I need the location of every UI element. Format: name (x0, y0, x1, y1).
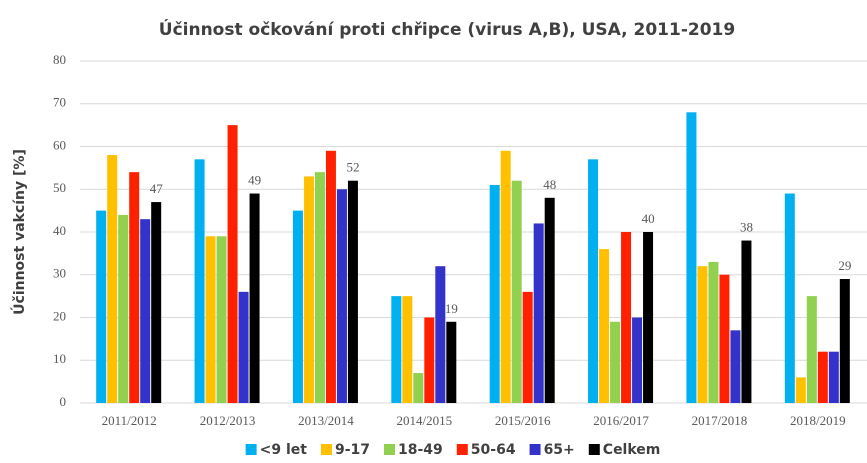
data-label: 40 (642, 211, 655, 226)
y-tick-label: 40 (53, 223, 66, 238)
data-label: 29 (838, 258, 851, 273)
bar (697, 266, 708, 403)
bar (96, 210, 107, 403)
y-tick-label: 70 (53, 95, 66, 110)
bar (413, 373, 424, 403)
x-tick-label: 2015/2016 (495, 413, 551, 428)
bar (446, 321, 457, 403)
bar (686, 112, 697, 404)
bar (806, 296, 817, 403)
x-tick-label: 2018/2019 (790, 413, 846, 428)
legend-label: 50-64 (471, 442, 516, 458)
data-label: 49 (248, 173, 261, 188)
y-tick-label: 50 (53, 180, 66, 195)
x-tick-label: 2016/2017 (593, 413, 649, 428)
bar (140, 219, 151, 403)
bar (730, 330, 741, 403)
bar (828, 351, 839, 403)
bar (347, 180, 358, 403)
bar (489, 184, 500, 403)
legend-swatch (320, 444, 332, 455)
bar (708, 261, 719, 403)
bar (544, 197, 555, 403)
x-tick-label: 2012/2013 (200, 413, 256, 428)
bar (511, 180, 522, 403)
bar (107, 155, 118, 403)
bar (325, 150, 336, 403)
x-tick-label: 2013/2014 (298, 413, 354, 428)
bar (216, 236, 227, 403)
bar (238, 291, 249, 403)
bar (303, 176, 314, 403)
bar (839, 279, 850, 403)
y-tick-label: 0 (60, 394, 67, 409)
legend-swatch (529, 444, 541, 455)
bar (391, 296, 402, 403)
bar (205, 236, 216, 403)
bar (632, 317, 643, 403)
bar (227, 125, 238, 403)
y-tick-label: 80 (53, 52, 66, 67)
data-label: 38 (740, 220, 753, 235)
chart-title: Účinnost očkování proti chřipce (virus A… (159, 18, 735, 40)
y-tick-label: 20 (53, 308, 66, 323)
bar (784, 193, 795, 403)
bar (533, 223, 544, 403)
bar (151, 202, 162, 403)
bar (610, 321, 621, 403)
legend-label: 9-17 (335, 442, 370, 458)
bar (500, 150, 511, 403)
data-label: 52 (346, 160, 359, 175)
bar (129, 172, 140, 403)
data-label: 48 (543, 177, 556, 192)
bar (588, 159, 599, 403)
y-tick-label: 60 (53, 137, 66, 152)
legend-label: 18-49 (398, 442, 443, 458)
bar (402, 296, 413, 403)
bar (522, 291, 533, 403)
bar (621, 232, 632, 403)
y-axis-label: Účinnost vakcíny [%] (10, 149, 28, 315)
legend-swatch (588, 444, 600, 455)
bar (817, 351, 828, 403)
data-label: 47 (150, 181, 164, 196)
bar (118, 214, 129, 403)
legend: <9 let 9-17 18-49 50-64 65+ Celkem (245, 442, 661, 458)
x-tick-label: 2014/2015 (397, 413, 453, 428)
legend-label: <9 let (260, 442, 308, 458)
bar (314, 172, 325, 403)
x-tick-label: 2017/2018 (692, 413, 748, 428)
legend-swatch (456, 444, 468, 455)
legend-label: 65+ (544, 442, 575, 458)
bar (599, 249, 610, 403)
bar (336, 189, 347, 403)
bar (719, 274, 730, 403)
bar (741, 240, 752, 403)
legend-swatch (384, 444, 396, 455)
data-label: 19 (445, 301, 458, 316)
y-tick-label: 30 (53, 266, 66, 281)
bar (292, 210, 303, 403)
y-tick-label: 10 (53, 351, 66, 366)
x-tick-label: 2011/2012 (102, 413, 157, 428)
bar (643, 232, 654, 403)
bar (435, 266, 446, 403)
bar (194, 159, 205, 403)
bar (249, 193, 260, 403)
legend-label: Celkem (603, 442, 661, 458)
bar (795, 377, 806, 403)
bar (424, 317, 435, 403)
legend-swatch (245, 444, 257, 455)
